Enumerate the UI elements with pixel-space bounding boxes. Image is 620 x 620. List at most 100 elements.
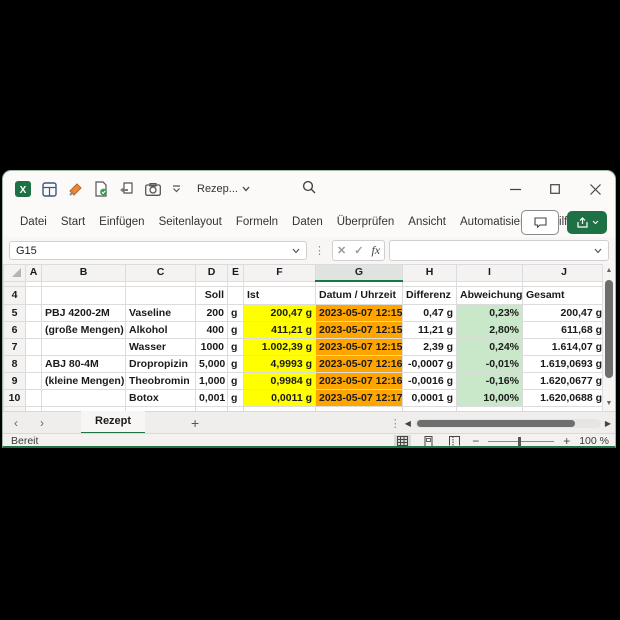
name-box[interactable]: G15 — [9, 241, 307, 260]
cell-j8[interactable]: 1.619,0693 g — [522, 354, 605, 373]
cell-e10[interactable]: g — [227, 388, 244, 407]
column-header-g-selected[interactable]: G — [315, 264, 403, 282]
cell-g7[interactable]: 2023-05-07 12:15 — [315, 337, 403, 356]
cell-f9[interactable]: 0,9984 g — [243, 371, 316, 390]
cell-a4[interactable] — [25, 285, 42, 305]
cell-g9[interactable]: 2023-05-07 12:16 — [315, 371, 403, 390]
column-header-j[interactable]: J — [522, 264, 605, 282]
zoom-level[interactable]: 100 % — [579, 435, 609, 447]
scroll-down-icon[interactable]: ▼ — [605, 400, 613, 407]
cell-c7[interactable]: Wasser — [125, 337, 196, 356]
previous-sheet-icon[interactable]: ‹ — [14, 416, 18, 430]
cell-f8[interactable]: 4,9993 g — [243, 354, 316, 373]
vertical-scrollbar-thumb[interactable] — [605, 280, 613, 378]
cell-b10[interactable] — [41, 388, 126, 407]
minimize-button[interactable] — [495, 171, 535, 207]
cell-e6[interactable]: g — [227, 320, 244, 339]
cell-d4-soll[interactable]: Soll — [195, 285, 228, 305]
zoom-out-button[interactable]: − — [472, 434, 480, 448]
tab-split-handle[interactable]: ⋮ — [389, 417, 401, 430]
camera-icon[interactable] — [145, 182, 161, 196]
cell-b8[interactable]: ABJ 80-4M — [41, 354, 126, 373]
cell-h9[interactable]: -0,0016 g — [402, 371, 457, 390]
cell-e7[interactable]: g — [227, 337, 244, 356]
row-header-6[interactable]: 6 — [3, 320, 26, 339]
row-header-7[interactable]: 7 — [3, 337, 26, 356]
next-sheet-icon[interactable]: › — [40, 416, 44, 430]
tab-formeln[interactable]: Formeln — [235, 216, 279, 228]
column-header-h[interactable]: H — [402, 264, 457, 282]
chevron-down-icon[interactable] — [292, 248, 300, 254]
cell-j10[interactable]: 1.620,0688 g — [522, 388, 605, 407]
scroll-up-icon[interactable]: ▲ — [605, 267, 613, 274]
tab-einfuegen[interactable]: Einfügen — [99, 216, 145, 228]
cell-e5[interactable]: g — [227, 303, 244, 322]
select-all-corner[interactable] — [3, 264, 26, 282]
cell-h10[interactable]: 0,0001 g — [402, 388, 457, 407]
cell-j9[interactable]: 1.620,0677 g — [522, 371, 605, 390]
cell-i5[interactable]: 0,23% — [456, 303, 523, 322]
cell-g6[interactable]: 2023-05-07 12:15 — [315, 320, 403, 339]
column-header-e[interactable]: E — [227, 264, 244, 282]
column-header-a[interactable]: A — [25, 264, 42, 282]
cell-d7[interactable]: 1000 — [195, 337, 228, 356]
cell-d6[interactable]: 400 — [195, 320, 228, 339]
column-header-b[interactable]: B — [41, 264, 126, 282]
page-break-preview-button[interactable] — [446, 435, 463, 447]
horizontal-scrollbar[interactable] — [414, 418, 601, 428]
document-back-icon[interactable] — [119, 181, 134, 197]
cell-i4-abweichung[interactable]: Abweichung — [456, 285, 523, 305]
formula-bar-resize-handle[interactable]: ⋮ — [314, 245, 325, 257]
cell-c6[interactable]: Alkohol — [125, 320, 196, 339]
cell-h5[interactable]: 0,47 g — [402, 303, 457, 322]
cell-b9[interactable]: (kleine Mengen) — [41, 371, 126, 390]
add-sheet-button[interactable]: + — [190, 415, 200, 431]
tab-automatisieren[interactable]: Automatisieren — [460, 216, 537, 228]
zoom-in-button[interactable]: + — [563, 434, 571, 448]
horizontal-scrollbar-thumb[interactable] — [416, 419, 575, 427]
zoom-slider[interactable] — [488, 436, 555, 446]
cancel-entry-icon[interactable]: ✕ — [337, 245, 347, 257]
tab-daten[interactable]: Daten — [292, 216, 323, 228]
sheet-tab-rezept[interactable]: Rezept — [81, 411, 146, 435]
formula-input[interactable] — [389, 240, 609, 261]
format-painter-icon[interactable] — [68, 182, 83, 197]
insert-function-icon[interactable]: fx — [371, 243, 381, 257]
cell-h6[interactable]: 11,21 g — [402, 320, 457, 339]
confirm-entry-icon[interactable]: ✓ — [354, 245, 364, 257]
cell-g10[interactable]: 2023-05-07 12:17 — [315, 388, 403, 407]
cell-i7[interactable]: 0,24% — [456, 337, 523, 356]
cell-g8[interactable]: 2023-05-07 12:16 — [315, 354, 403, 373]
close-button[interactable] — [575, 171, 615, 207]
cell-b6[interactable]: (große Mengen) — [41, 320, 126, 339]
comments-button[interactable] — [521, 210, 559, 235]
tab-seitenlayout[interactable]: Seitenlayout — [158, 216, 222, 228]
cell-f7[interactable]: 1.002,39 g — [243, 337, 316, 356]
cell-g5[interactable]: 2023-05-07 12:15 — [315, 303, 403, 322]
tab-datei[interactable]: Datei — [20, 216, 47, 228]
row-header-4[interactable]: 4 — [3, 285, 26, 305]
cell-c5[interactable]: Vaseline — [125, 303, 196, 322]
tab-ansicht[interactable]: Ansicht — [408, 216, 446, 228]
cell-i9[interactable]: -0,16% — [456, 371, 523, 390]
maximize-button[interactable] — [535, 171, 575, 207]
cell-d5[interactable]: 200 — [195, 303, 228, 322]
share-button[interactable] — [567, 211, 607, 234]
document-refresh-icon[interactable] — [94, 181, 108, 197]
cell-b4[interactable] — [41, 285, 126, 305]
cell-i10[interactable]: 10,00% — [456, 388, 523, 407]
chevron-down-icon[interactable] — [594, 248, 602, 254]
document-title[interactable]: Rezep... — [197, 183, 250, 195]
vertical-scrollbar[interactable]: ▲ ▼ — [602, 264, 615, 411]
cell-j4-gesamt[interactable]: Gesamt — [522, 285, 605, 305]
cell-c10[interactable]: Botox — [125, 388, 196, 407]
row-header-9[interactable]: 9 — [3, 371, 26, 390]
scroll-left-icon[interactable]: ◀ — [404, 418, 411, 428]
cell-i8[interactable]: -0,01% — [456, 354, 523, 373]
cell-g4-datum[interactable]: Datum / Uhrzeit — [315, 285, 403, 305]
cell-f5[interactable]: 200,47 g — [243, 303, 316, 322]
column-header-i[interactable]: I — [456, 264, 523, 282]
cell-i6[interactable]: 2,80% — [456, 320, 523, 339]
scroll-right-icon[interactable]: ▶ — [604, 418, 611, 428]
customize-qat-chevron[interactable] — [172, 185, 181, 193]
